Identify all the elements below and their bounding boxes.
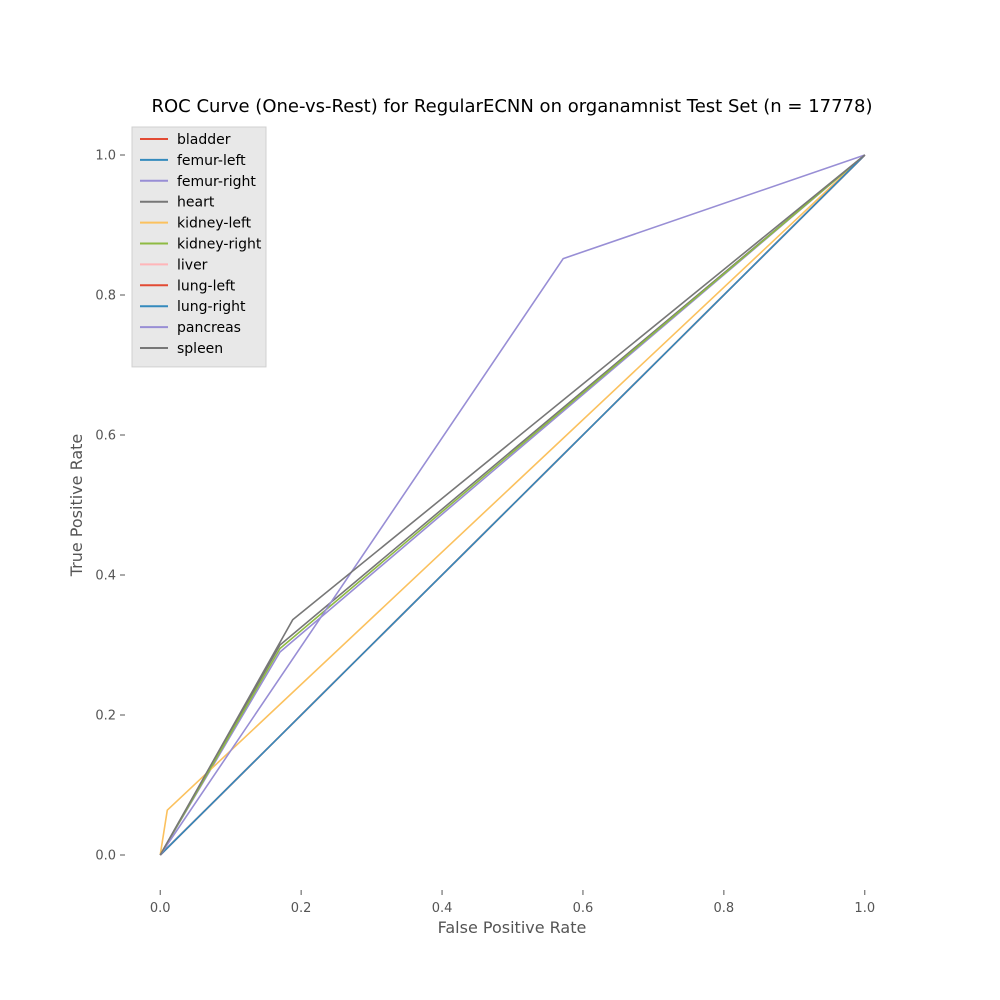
series-line-kidney-right (159, 154, 866, 856)
y-tick-label: 0.2 (95, 709, 116, 724)
legend-label-liver: liver (177, 257, 208, 273)
legend-label-femur-right: femur-right (177, 174, 256, 190)
legend-label-lung-left: lung-left (177, 278, 236, 294)
x-tick-label: 0.8 (714, 901, 735, 916)
legend-label-spleen: spleen (177, 341, 223, 357)
series-lines (159, 154, 866, 856)
y-axis-label: True Positive Rate (67, 434, 86, 578)
y-tick-label: 0.0 (95, 849, 116, 864)
x-tick-label: 0.0 (150, 901, 171, 916)
legend: bladder femur-left femur-right heart kidney-… (131, 126, 267, 368)
y-tick-label: 0.6 (95, 429, 116, 444)
y-tick-label: 0.8 (95, 289, 116, 304)
x-axis-ticks: 0.0 0.2 0.4 0.6 0.8 1.0 (150, 890, 875, 916)
legend-label-pancreas: pancreas (177, 320, 241, 336)
y-tick-label: 0.4 (95, 569, 116, 584)
legend-label-femur-left: femur-left (177, 153, 246, 169)
y-axis-ticks: 0.0 0.2 0.4 0.6 0.8 1.0 (95, 149, 125, 864)
series-line-lung-right (159, 154, 866, 856)
x-tick-label: 0.2 (291, 901, 312, 916)
series-line-spleen (159, 154, 866, 856)
legend-label-lung-right: lung-right (177, 299, 246, 315)
y-tick-label: 1.0 (95, 149, 116, 164)
series-line-pancreas (159, 154, 866, 856)
x-tick-label: 1.0 (854, 901, 875, 916)
legend-label-kidney-left: kidney-left (177, 216, 252, 232)
legend-label-kidney-right: kidney-right (177, 237, 262, 253)
legend-label-bladder: bladder (177, 132, 231, 148)
series-line-kidney-left (159, 154, 866, 856)
x-tick-label: 0.4 (432, 901, 453, 916)
legend-label-heart: heart (177, 195, 215, 211)
x-tick-label: 0.6 (573, 901, 594, 916)
chart-title: ROC Curve (One-vs-Rest) for RegularECNN … (152, 96, 873, 117)
x-axis-label: False Positive Rate (438, 918, 587, 937)
